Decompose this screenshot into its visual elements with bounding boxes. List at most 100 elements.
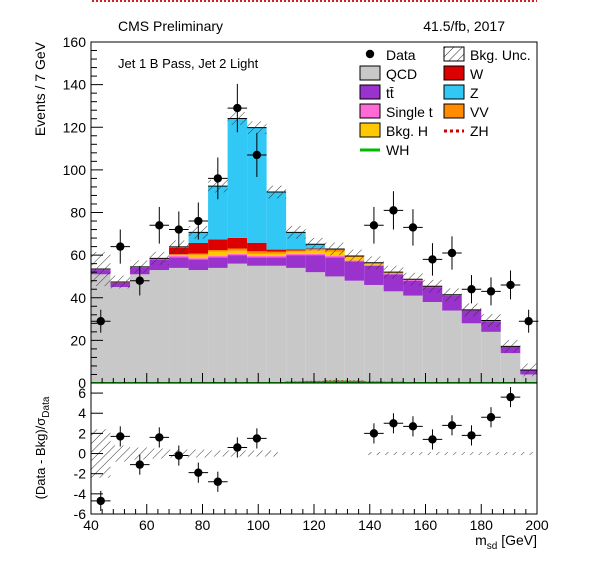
main-ytick-label-160: 160 bbox=[63, 34, 87, 50]
bar-qcd-13 bbox=[344, 280, 365, 383]
ratio-ytick-label--2: -2 bbox=[74, 466, 87, 482]
ratio-point-9 bbox=[369, 429, 379, 438]
data-point-20 bbox=[486, 287, 496, 296]
bar-single-t-11 bbox=[305, 253, 326, 256]
bar-qcd-21 bbox=[500, 353, 521, 383]
x-axis-title: msd [GeV] bbox=[475, 532, 537, 552]
bar-tt-9 bbox=[266, 257, 287, 266]
data-point-19 bbox=[467, 285, 476, 294]
bar-vv-4 bbox=[169, 254, 189, 255]
ratio-xtick-label-80: 80 bbox=[195, 517, 211, 533]
bkg-unc-20 bbox=[481, 314, 501, 327]
data-point-0 bbox=[96, 316, 105, 326]
ratio-point-12 bbox=[428, 435, 437, 444]
main-ytick-label-80: 80 bbox=[70, 205, 86, 221]
ratio-axes: -6 -4 -2 0 2 4 6 40 60 80 100 120 140 160 180 200 bbox=[74, 385, 549, 533]
bar-bkg-h-9 bbox=[266, 253, 287, 256]
bkg-unc-19 bbox=[461, 303, 482, 317]
bkg-unc-8 bbox=[247, 121, 267, 135]
legend-label-wh: WH bbox=[386, 142, 409, 158]
bar-vv-8 bbox=[247, 251, 267, 254]
bar-bkg-h-6 bbox=[208, 251, 228, 256]
bar-w-5 bbox=[188, 242, 209, 254]
bar-tt-11 bbox=[305, 255, 326, 273]
bar-bkg-h-8 bbox=[247, 253, 267, 256]
data-point-15 bbox=[389, 206, 398, 215]
legend-marker-vv bbox=[443, 103, 465, 119]
bkg-unc-17 bbox=[422, 279, 443, 293]
legend-label-single-t: Single t bbox=[386, 104, 433, 120]
main-ytick-label-20: 20 bbox=[70, 332, 86, 348]
ratio-unc-2 bbox=[130, 447, 150, 460]
ratio-unc-9 bbox=[266, 450, 278, 457]
bkg-unc-9 bbox=[266, 185, 287, 199]
legend-label-w: W bbox=[470, 66, 484, 82]
legend-label-data: Data bbox=[386, 47, 416, 63]
bar-vv-6 bbox=[208, 250, 228, 252]
ratio-point-4 bbox=[174, 451, 184, 460]
legend-marker-data bbox=[365, 49, 375, 59]
ratio-ytick-label-4: 4 bbox=[78, 405, 86, 421]
ratio-unc-6 bbox=[208, 450, 228, 457]
ratio-unc-1 bbox=[110, 445, 131, 462]
ratio-unc-5 bbox=[188, 449, 209, 458]
legend-label-qcd: QCD bbox=[386, 66, 417, 82]
bar-z-6 bbox=[208, 186, 228, 240]
data-point-16 bbox=[408, 223, 418, 232]
bar-single-t-5 bbox=[188, 258, 209, 260]
data-point-3 bbox=[155, 221, 164, 230]
bar-qcd-6 bbox=[208, 267, 228, 383]
main-ytick-label-100: 100 bbox=[63, 162, 87, 178]
bar-bkg-h-5 bbox=[188, 254, 209, 259]
legend-label-zh: ZH bbox=[470, 123, 489, 139]
main-ytick-label-40: 40 bbox=[70, 290, 86, 306]
bar-qcd-9 bbox=[266, 265, 287, 383]
bar-tt-4 bbox=[169, 257, 189, 268]
ratio-xtick-label-60: 60 bbox=[139, 517, 155, 533]
data-point-5 bbox=[194, 216, 203, 226]
bar-vv-9 bbox=[266, 251, 287, 254]
bar-tt-13 bbox=[344, 261, 365, 281]
ratio-ytick-label-6: 6 bbox=[78, 385, 86, 401]
bar-z-9 bbox=[266, 192, 287, 250]
ratio-ytick-label-0: 0 bbox=[78, 446, 86, 462]
legend-marker-z bbox=[443, 84, 465, 100]
ratio-point-2 bbox=[135, 460, 144, 469]
bkg-unc-22 bbox=[520, 363, 537, 377]
bar-single-t-4 bbox=[169, 255, 189, 258]
data-point-7 bbox=[233, 103, 242, 113]
bar-qcd-14 bbox=[364, 284, 384, 383]
ratio-point-8 bbox=[252, 434, 262, 443]
ratio-point-6 bbox=[213, 477, 223, 486]
bar-qcd-15 bbox=[383, 291, 404, 383]
bar-tt-14 bbox=[364, 265, 384, 285]
legend-label-bkg-unc-: Bkg. Unc. bbox=[470, 47, 531, 63]
ratio-xtick-label-100: 100 bbox=[247, 517, 271, 533]
bar-w-10 bbox=[286, 249, 306, 251]
category-label: Jet 1 B Pass, Jet 2 Light bbox=[118, 56, 259, 71]
bkg-unc-0 bbox=[91, 251, 111, 287]
bar-w-8 bbox=[247, 242, 267, 252]
bkg-unc-16 bbox=[403, 272, 423, 286]
bar-vv-7 bbox=[227, 248, 248, 251]
main-y-axis-title: Events / 7 GeV bbox=[32, 41, 48, 136]
legend-label-bkg-h: Bkg. H bbox=[386, 123, 428, 139]
bkg-unc-21 bbox=[500, 339, 521, 353]
ratio-point-7 bbox=[233, 443, 242, 452]
bar-qcd-5 bbox=[188, 270, 209, 383]
data-point-17 bbox=[428, 255, 437, 264]
legend-label-tt-: tt̄ bbox=[386, 85, 394, 101]
legend-marker-tt- bbox=[359, 84, 381, 100]
main-ytick-label-0: 0 bbox=[78, 375, 86, 391]
legend-marker-bkg-unc bbox=[443, 46, 465, 62]
data-point-18 bbox=[447, 248, 457, 258]
ratio-point-15 bbox=[486, 413, 496, 422]
bar-qcd-1 bbox=[110, 287, 131, 383]
bkg-unc-3 bbox=[149, 251, 170, 265]
ratio-unc-3 bbox=[149, 448, 170, 459]
data-point-2 bbox=[135, 276, 144, 285]
bar-bkg-h-7 bbox=[227, 250, 248, 254]
bar-qcd-16 bbox=[403, 295, 423, 383]
bar-tt-7 bbox=[227, 255, 248, 264]
ratio-xtick-label-180: 180 bbox=[470, 517, 494, 533]
